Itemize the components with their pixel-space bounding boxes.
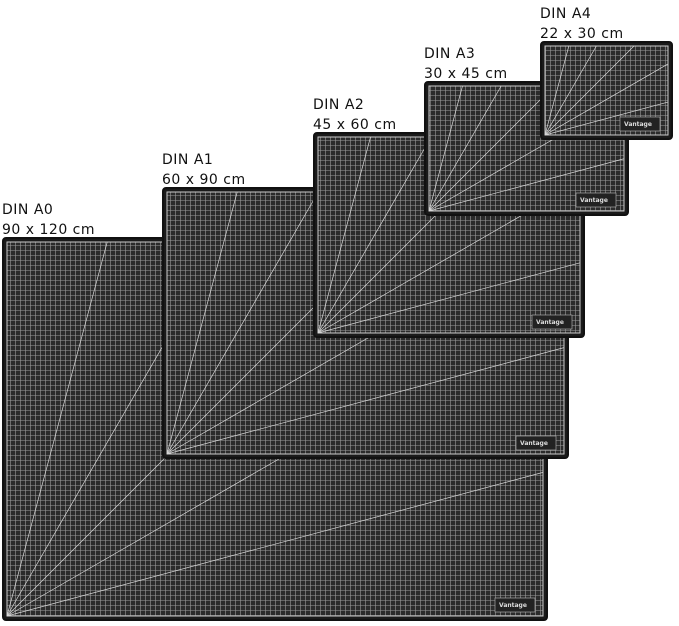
angle-line xyxy=(317,136,432,334)
brand-box xyxy=(619,116,661,132)
angle-line xyxy=(544,45,597,136)
brand-box xyxy=(494,597,536,613)
angle-line xyxy=(544,45,570,136)
cutting-mat: Vantage xyxy=(540,41,673,140)
angle-line xyxy=(6,472,544,617)
mat-name: DIN A3 xyxy=(424,46,475,62)
mat-size: 60 x 90 cm xyxy=(162,172,246,188)
angle-line xyxy=(6,241,108,617)
mat-size: 30 x 45 cm xyxy=(424,66,508,82)
angle-line xyxy=(428,85,502,212)
angle-line xyxy=(544,101,669,136)
angle-line xyxy=(544,63,669,136)
brand-box xyxy=(515,435,557,451)
angle-line xyxy=(166,347,565,455)
mat-name: DIN A4 xyxy=(540,6,591,22)
angle-line xyxy=(428,85,555,212)
brand-logo: Vantage xyxy=(499,602,527,609)
brand-logo: Vantage xyxy=(536,319,564,326)
angle-line xyxy=(166,191,238,455)
brand-box xyxy=(575,192,617,208)
brand-logo: Vantage xyxy=(520,440,548,447)
angle-line xyxy=(317,262,581,334)
brand-logo: Vantage xyxy=(580,197,608,204)
angle-line xyxy=(428,158,625,212)
mat-size: 90 x 120 cm xyxy=(2,222,95,238)
mat-size: 22 x 30 cm xyxy=(540,26,624,42)
mat-name: DIN A1 xyxy=(162,152,213,168)
mat-size: 45 x 60 cm xyxy=(313,117,397,133)
angle-line xyxy=(317,136,371,334)
brand-box xyxy=(531,314,573,330)
mats: Vantage Vantage Vantage Vantage Vantage xyxy=(2,41,673,621)
brand-logo: Vantage xyxy=(624,121,652,128)
mat-name: DIN A2 xyxy=(313,97,364,113)
angle-line xyxy=(166,191,319,455)
angle-line xyxy=(544,45,635,136)
angle-line xyxy=(428,85,463,212)
mat-name: DIN A0 xyxy=(2,202,53,218)
